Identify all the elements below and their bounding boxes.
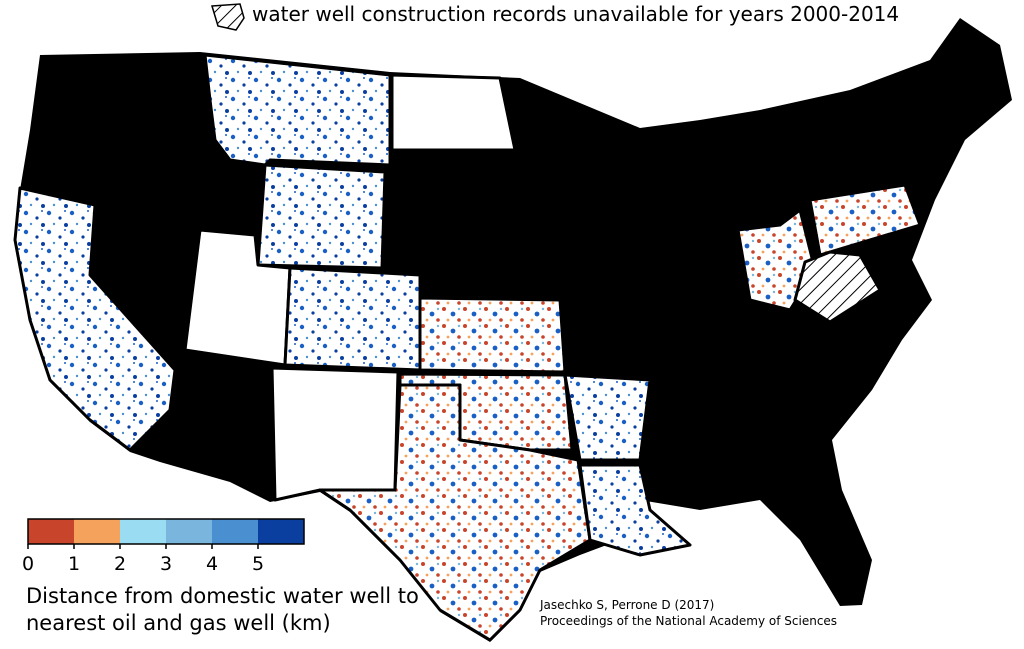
legend-title: nearest oil and gas well (km) bbox=[26, 611, 331, 635]
state bbox=[578, 463, 692, 557]
legend-swatch bbox=[166, 519, 212, 544]
legend: 0 1 2 3 4 5 bbox=[22, 518, 305, 575]
citation: Jasechko S, Perrone D (2017) bbox=[539, 598, 714, 612]
state bbox=[808, 183, 922, 257]
citation: Proceedings of the National Academy of S… bbox=[540, 614, 837, 628]
state bbox=[390, 73, 517, 152]
legend-swatch bbox=[74, 519, 120, 544]
hatch-icon bbox=[211, 3, 245, 31]
states-with-data bbox=[13, 53, 922, 642]
legend-swatch bbox=[212, 519, 258, 544]
state bbox=[270, 366, 400, 502]
legend-swatch bbox=[28, 519, 74, 544]
state bbox=[13, 186, 177, 452]
legend-tick-label: 5 bbox=[252, 553, 264, 575]
legend-title: Distance from domestic water well to bbox=[26, 584, 419, 608]
legend-tick-label: 3 bbox=[160, 553, 172, 575]
legend-tick-label: 0 bbox=[22, 553, 34, 575]
legend-tick-label: 2 bbox=[114, 553, 126, 575]
legend-swatch bbox=[120, 519, 166, 544]
state bbox=[203, 53, 392, 167]
legend-swatch bbox=[258, 519, 304, 544]
legend-tick-label: 1 bbox=[68, 553, 80, 575]
state bbox=[256, 163, 387, 270]
state bbox=[283, 266, 422, 372]
legend-tick-label: 4 bbox=[206, 553, 218, 575]
title: water well construction records unavaila… bbox=[252, 2, 899, 26]
state bbox=[418, 296, 567, 374]
state bbox=[318, 383, 592, 642]
state-no-records bbox=[793, 250, 882, 324]
state bbox=[563, 373, 652, 462]
